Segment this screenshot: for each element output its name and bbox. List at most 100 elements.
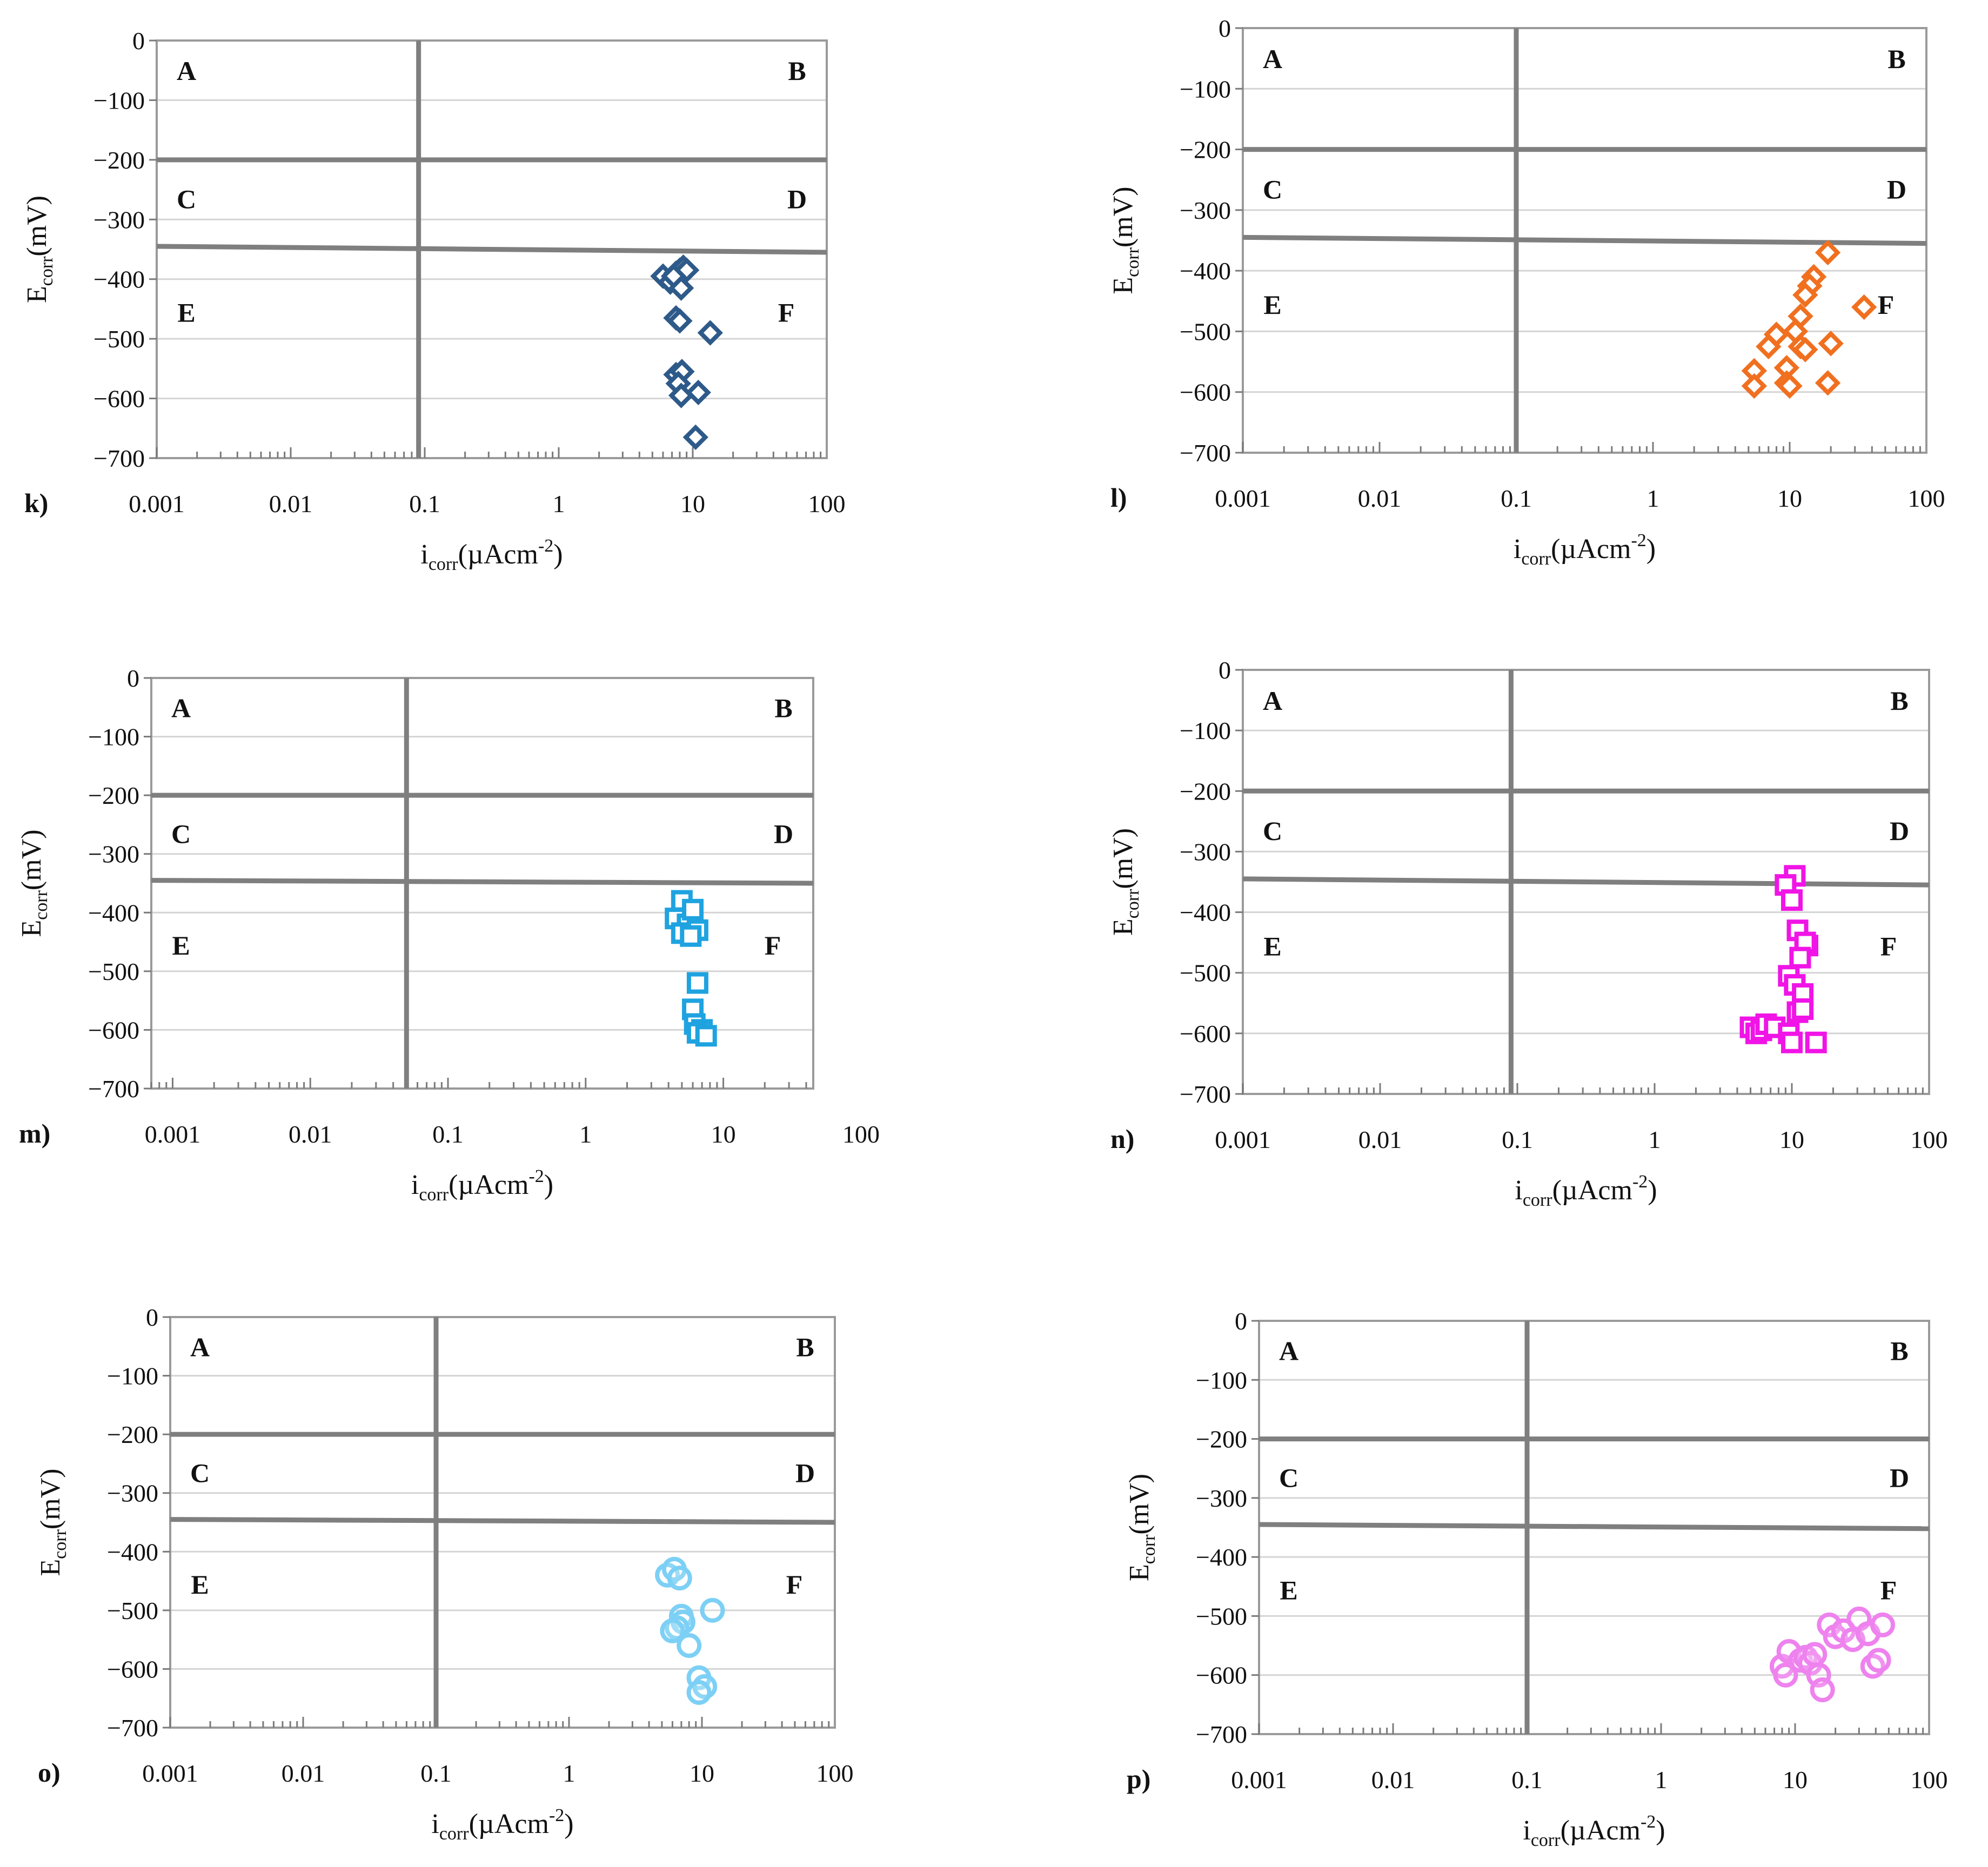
x-tick-label: 0.001 <box>129 490 185 518</box>
data-point <box>667 308 693 334</box>
chart-panel-3: 0 −100 −200 −300 −400 −500 −600 −700 0.001 0.01 0.… <box>1108 656 1948 1210</box>
region-label-e: E <box>172 930 190 961</box>
y-tick-label: −300 <box>107 1480 158 1507</box>
y-tick-label: −100 <box>1196 1366 1247 1394</box>
region-label-f: F <box>786 1569 803 1600</box>
data-point <box>1810 1677 1835 1703</box>
x-title-main: i <box>1523 1815 1530 1846</box>
y-tick-label: −300 <box>1180 197 1231 224</box>
y-title-main: E <box>1108 277 1139 294</box>
y-tick-label: −200 <box>93 146 145 174</box>
panel-label: k) <box>24 488 48 518</box>
data-point <box>1792 282 1818 308</box>
data-point <box>686 972 708 994</box>
x-tick-label: 0.1 <box>420 1759 452 1787</box>
x-axis-title: icorr(µAcm-2) <box>431 1805 573 1844</box>
x-axis-title: icorr(µAcm-2) <box>420 536 563 574</box>
x-title-unit: (µAcm <box>1552 1175 1632 1206</box>
x-title-sub: corr <box>439 1824 469 1844</box>
y-tick-label: −200 <box>107 1421 158 1448</box>
boundary-line-350 <box>1242 876 1930 888</box>
region-label-d: D <box>787 184 807 214</box>
x-title-sub: corr <box>1521 549 1551 569</box>
y-axis-title: Ecorr(mV) <box>22 196 57 303</box>
y-tick-label: −500 <box>93 325 145 353</box>
data-point <box>695 1025 717 1047</box>
y-title-sub: corr <box>1123 247 1143 277</box>
data-point <box>1805 1031 1827 1053</box>
plot-frame <box>1242 669 1930 1095</box>
y-title-sub: corr <box>50 1529 70 1559</box>
y-tick-label: −100 <box>107 1362 158 1390</box>
x-tick-label: 0.1 <box>409 490 440 518</box>
chart-panel-0: 0 −100 −200 −300 −400 −500 −600 −700 0.001 0.01 0.… <box>22 27 846 574</box>
y-title-main: E <box>1124 1564 1155 1581</box>
x-title-close: ) <box>544 1170 553 1200</box>
data-point <box>697 320 723 346</box>
x-tick-label: 10 <box>680 490 705 518</box>
y-axis-title: Ecorr(mV) <box>1108 186 1143 294</box>
x-tick-label: 10 <box>690 1759 714 1787</box>
y-tick-label: 0 <box>146 1304 158 1331</box>
y-tick-label: −400 <box>1180 899 1231 926</box>
y-tick-label: −300 <box>1180 838 1231 865</box>
y-tick-label: −400 <box>1196 1543 1247 1571</box>
x-tick-label: 1 <box>1655 1766 1668 1794</box>
x-axis-title: icorr(µAcm-2) <box>1515 1172 1657 1210</box>
x-tick-label: 0.1 <box>432 1120 464 1148</box>
data-point <box>1866 1648 1891 1673</box>
y-tick-label: −600 <box>1180 1020 1231 1047</box>
data-point <box>680 925 702 947</box>
data-point <box>1870 1612 1895 1637</box>
region-label-d: D <box>1890 816 1909 846</box>
x-axis-title: icorr(µAcm-2) <box>411 1166 553 1205</box>
y-tick-label: 0 <box>1235 1307 1247 1335</box>
y-title-sub: corr <box>1139 1534 1159 1564</box>
region-label-a: A <box>1263 686 1282 716</box>
y-title-main: E <box>35 1559 66 1576</box>
x-title-exp: -2 <box>1632 1172 1648 1192</box>
panel-label: l) <box>1110 482 1127 513</box>
region-label-a: A <box>1263 44 1282 74</box>
data-point <box>1789 946 1811 969</box>
region-label-b: B <box>788 56 806 86</box>
chart-panel-1: 0 −100 −200 −300 −400 −500 −600 −700 0.001 0.01 0.… <box>1108 15 1945 569</box>
y-tick-label: −100 <box>1180 717 1231 744</box>
x-tick-label: 0.001 <box>145 1120 201 1148</box>
data-point <box>660 1618 685 1643</box>
y-tick-label: −400 <box>107 1538 158 1566</box>
x-title-main: i <box>420 539 428 570</box>
data-point <box>1818 331 1844 357</box>
region-label-e: E <box>191 1569 209 1600</box>
plot-frame <box>1242 27 1927 454</box>
region-label-f: F <box>765 930 781 961</box>
data-point <box>1792 337 1818 362</box>
x-tick-label: 1 <box>553 490 565 518</box>
x-tick-label: 0.001 <box>142 1759 198 1787</box>
y-tick-label: −200 <box>1180 777 1231 805</box>
y-tick-label: 0 <box>132 27 145 55</box>
x-tick-label: 1 <box>563 1759 575 1787</box>
region-label-c: C <box>1263 174 1282 205</box>
x-tick-label: 100 <box>1908 485 1945 512</box>
region-label-d: D <box>774 819 793 849</box>
data-point <box>1815 370 1841 396</box>
y-tick-label: −700 <box>1196 1721 1247 1748</box>
region-label-b: B <box>774 693 792 723</box>
panel-label: p) <box>1127 1764 1150 1794</box>
data-point <box>700 1597 725 1623</box>
y-tick-label: −700 <box>93 445 145 472</box>
y-tick-label: −300 <box>1196 1485 1247 1512</box>
x-title-unit: (µAcm <box>449 1170 528 1200</box>
region-label-d: D <box>1887 174 1906 205</box>
x-tick-label: 100 <box>808 490 846 518</box>
panel-label: n) <box>1110 1124 1134 1154</box>
x-title-main: i <box>411 1170 419 1200</box>
x-tick-label: 10 <box>1777 485 1802 512</box>
x-title-exp: -2 <box>538 536 553 556</box>
x-tick-label: 0.01 <box>1371 1766 1415 1794</box>
x-tick-label: 0.01 <box>269 490 313 518</box>
region-label-f: F <box>1878 290 1895 320</box>
y-tick-label: −200 <box>88 782 139 809</box>
data-point <box>682 898 704 921</box>
